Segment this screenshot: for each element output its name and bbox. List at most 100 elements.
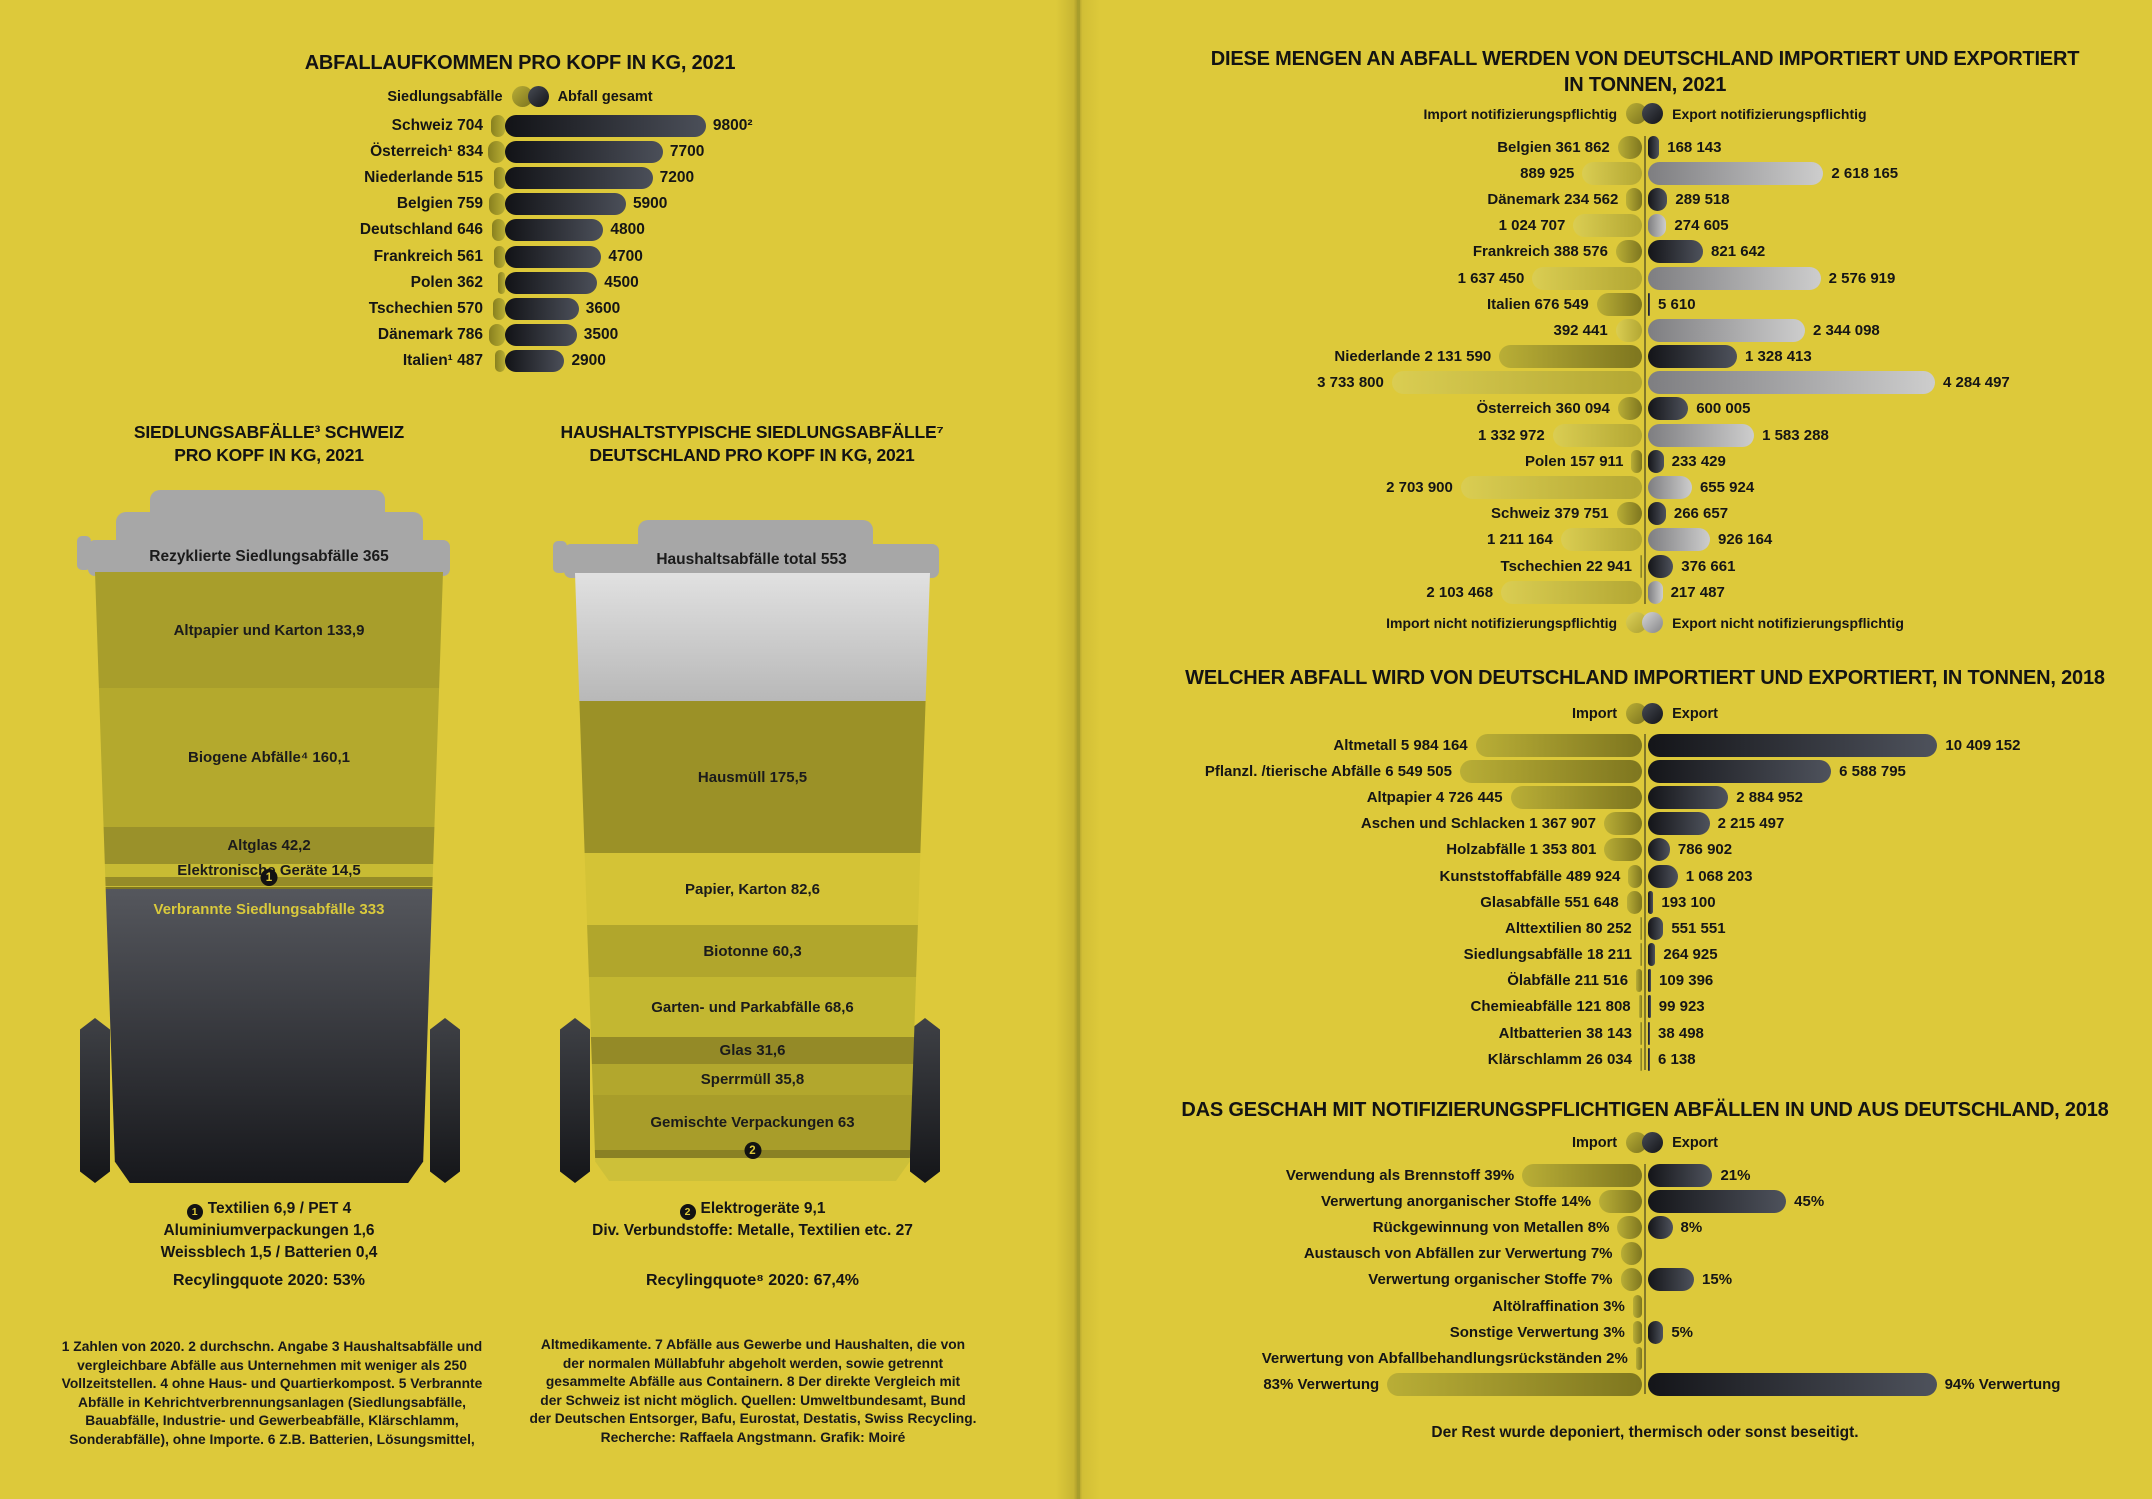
abfall-gesamt-bar <box>505 219 604 242</box>
abfall-gesamt-bar <box>505 193 626 216</box>
import-bar <box>1638 995 1642 1019</box>
import-side: Frankreich 388 576 <box>1080 240 1642 264</box>
abfall-gesamt-value: 7700 <box>669 143 705 161</box>
import-label: 2 103 468 <box>1426 583 1494 601</box>
export-nicht-notif-dot-icon <box>1642 612 1664 633</box>
bin-segment: Altpapier und Karton 133,9 <box>95 572 443 688</box>
import-side: 2 103 468 <box>1080 580 1642 604</box>
bin-segment-label: Biotonne 60,3 <box>703 942 802 960</box>
import-label: Altölraffination 3% <box>1492 1297 1625 1315</box>
export-bar <box>1648 890 1654 914</box>
import-bar <box>1560 528 1642 552</box>
import-side: Klärschlamm 26 034 <box>1080 1047 1642 1071</box>
import-bar <box>1596 292 1642 316</box>
chart-percapita-rows: Schweiz 704 9800² Österreich¹ 834 7700 Niede… <box>200 113 940 374</box>
chart-percapita-title: ABFALLAUFKOMMEN PRO KOPF IN KG, 2021 <box>304 52 736 74</box>
bin-segment: Biotonne 60,3 <box>575 925 930 977</box>
export-side: 2 344 098 <box>1648 318 2150 342</box>
import-bar <box>1620 1242 1642 1266</box>
import-side: Siedlungsabfälle 18 211 <box>1080 943 1642 967</box>
mirror-row: Frankreich 388 576 821 642 <box>1080 239 2150 265</box>
siedlungsabfaelle-bar <box>487 141 505 164</box>
export-dot-icon-r3 <box>1642 1132 1664 1153</box>
export-dot-icon <box>1642 703 1664 724</box>
import-side: 1 211 164 <box>1080 528 1642 552</box>
bin-segment-label: Sperrmüll 35,8 <box>700 1071 805 1088</box>
footnote-line: Bauabfälle, Industrie- und Gewerbeabfäll… <box>85 1413 459 1429</box>
export-side: 94% Verwertung <box>1648 1373 2150 1397</box>
mirror-row: Belgien 361 862 168 143 <box>1080 134 2150 160</box>
mirror-row: Altmetall 5 984 164 10 409 152 <box>1080 732 2150 758</box>
siedlungsabfaelle-bar-slot <box>483 349 505 372</box>
export-bar <box>1648 554 1674 578</box>
chart-r1-rows: Belgien 361 862 168 143 889 925 2 618 165 Dä… <box>1080 134 2150 605</box>
export-side: 6 588 795 <box>1648 759 2150 783</box>
import-bar <box>1620 1268 1642 1292</box>
bin-schweiz-lid-tab <box>77 536 91 570</box>
export-label: 600 005 <box>1696 400 1751 418</box>
mirror-row: 83% Verwertung 94% Verwertung <box>1080 1372 2150 1398</box>
import-label: Verwertung organischer Stoffe 7% <box>1368 1271 1613 1289</box>
import-bar <box>1460 476 1642 500</box>
abfall-gesamt-value: 4500 <box>604 273 639 291</box>
import-label: Aschen und Schlacken 1 367 907 <box>1360 815 1596 833</box>
import-label: Altbatterien 38 143 <box>1498 1024 1632 1042</box>
chart-r1-title-line1: DIESE MENGEN AN ABFALL WERDEN VON DEUTSC… <box>1210 48 2080 70</box>
import-notif-dot-icon <box>1626 103 1648 124</box>
import-bar <box>1635 1346 1642 1370</box>
mirror-row: 2 703 900 655 924 <box>1080 474 2150 500</box>
import-label: Chemieabfälle 121 808 <box>1470 998 1631 1016</box>
bin-segment: Garten- und Parkabfälle 68,6 <box>575 977 930 1037</box>
import-label: 2 703 900 <box>1386 479 1453 497</box>
per-capita-row: Schweiz 704 9800² <box>200 113 940 139</box>
chart-r2-title: WELCHER ABFALL WIRD VON DEUTSCHLAND IMPO… <box>1185 667 2105 689</box>
bin-deutschland-body: Hausmüll 175,5 Papier, Karton 82,6 Biotonn… <box>575 573 930 1183</box>
export-bar <box>1648 240 1704 264</box>
export-side: 5% <box>1648 1320 2150 1344</box>
import-bar <box>1615 240 1642 264</box>
per-capita-row: Italien¹ 487 2900 <box>200 348 940 374</box>
export-side: 2 576 919 <box>1648 266 2150 290</box>
bin-footnote-text: Elektrogeräte 9,1 <box>700 1200 826 1217</box>
bin-schweiz-lid-flange <box>88 540 450 576</box>
bin-burned-label: Verbrannte Siedlungsabfälle 333 <box>153 901 385 918</box>
export-side: 10 409 152 <box>1648 733 2150 757</box>
mirror-row: Italien 676 549 5 610 <box>1080 291 2150 317</box>
siedlungsabfaelle-dot-icon <box>511 86 533 107</box>
export-label: 109 396 <box>1659 972 1714 990</box>
export-label: 289 518 <box>1675 190 1730 208</box>
import-bar <box>1522 1163 1642 1187</box>
mirror-row: 392 441 2 344 098 <box>1080 317 2150 343</box>
chart-r3-rows: Verwendung als Brennstoff 39% 21% Verwertu… <box>1080 1162 2150 1398</box>
import-side: 392 441 <box>1080 318 1642 342</box>
per-capita-row: Frankreich 561 4700 <box>200 243 940 269</box>
import-side: Kunststoffabfälle 489 924 <box>1080 864 1642 888</box>
bin-schweiz-left-wheel-icon <box>80 1018 110 1183</box>
export-side: 926 164 <box>1648 528 2150 552</box>
country-value-label: Schweiz 704 <box>391 117 483 135</box>
export-bar <box>1648 397 1689 421</box>
bin-schweiz-body: Altpapier und Karton 133,9 Biogene Abfäll… <box>95 572 443 1183</box>
export-label: 5% <box>1671 1323 1694 1341</box>
footnote-line: Sonderabfälle), ohne Importe. 6 Z.B. Bat… <box>69 1431 475 1447</box>
export-bar <box>1648 1189 1787 1213</box>
export-label: 655 924 <box>1699 479 1755 497</box>
abfall-gesamt-bar <box>505 141 663 164</box>
import-label: 1 332 972 <box>1477 426 1545 444</box>
bin-footnote-line: Div. Verbundstoffe: Metalle, Textilien e… <box>545 1220 960 1242</box>
export-side: 4 284 497 <box>1648 371 2150 395</box>
import-bar <box>1501 580 1642 604</box>
country-value-label: Italien¹ 487 <box>402 351 483 369</box>
import-dot-icon <box>1626 703 1648 724</box>
import-nicht-notif-dot-icon <box>1626 612 1648 633</box>
export-side: 99 923 <box>1648 995 2150 1019</box>
legend-import-label-r3: Import <box>1571 1134 1618 1151</box>
import-label: Alttextilien 80 252 <box>1505 919 1632 937</box>
export-bar <box>1648 292 1650 316</box>
footnote-line: Abfälle in Kehrichtverbrennungsanlagen (… <box>78 1394 466 1410</box>
abfall-gesamt-bar <box>505 297 579 320</box>
legend-export-label: Export <box>1672 705 1719 722</box>
export-bar <box>1648 838 1670 862</box>
siedlungsabfaelle-bar-slot <box>483 219 505 242</box>
export-side: 289 518 <box>1648 187 2150 211</box>
